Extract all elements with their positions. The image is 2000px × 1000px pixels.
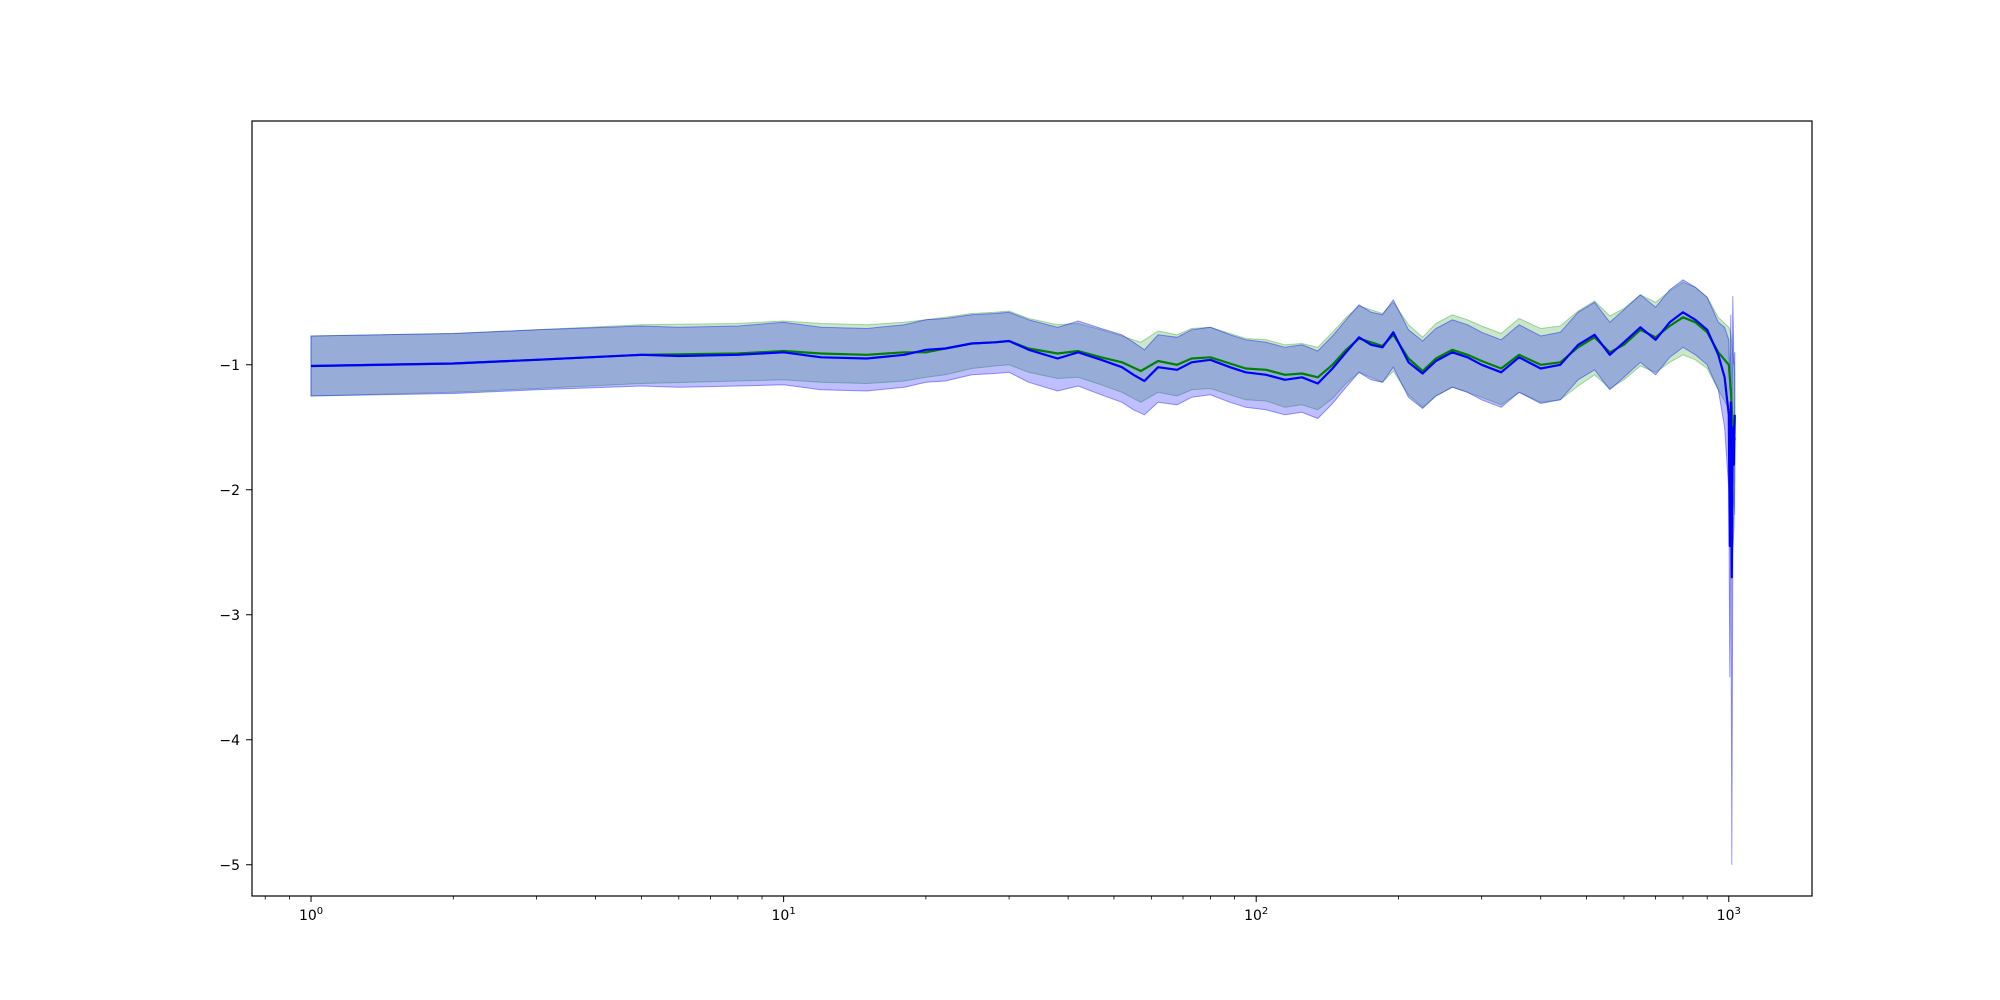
series-line-2 (310, 311, 1736, 579)
x-tick-label: 100 (299, 906, 323, 924)
y-tick-label: −3 (219, 608, 240, 624)
x-axis: 100 101 102 103 (264, 896, 1741, 924)
y-axis: −5 −4 −3 −2 −1 (219, 358, 252, 874)
y-tick-label: −5 (219, 858, 240, 874)
y-tick-label: −2 (219, 483, 240, 499)
x-tick-label: 101 (772, 906, 796, 924)
y-tick-label: −1 (219, 358, 240, 374)
series-lines (310, 311, 1736, 579)
plot-frame (251, 120, 1813, 897)
confidence-band-1 (310, 281, 1736, 515)
x-tick-label: 102 (1244, 906, 1268, 924)
x-tick-label: 103 (1717, 906, 1741, 924)
y-tick-label: −4 (219, 733, 240, 749)
